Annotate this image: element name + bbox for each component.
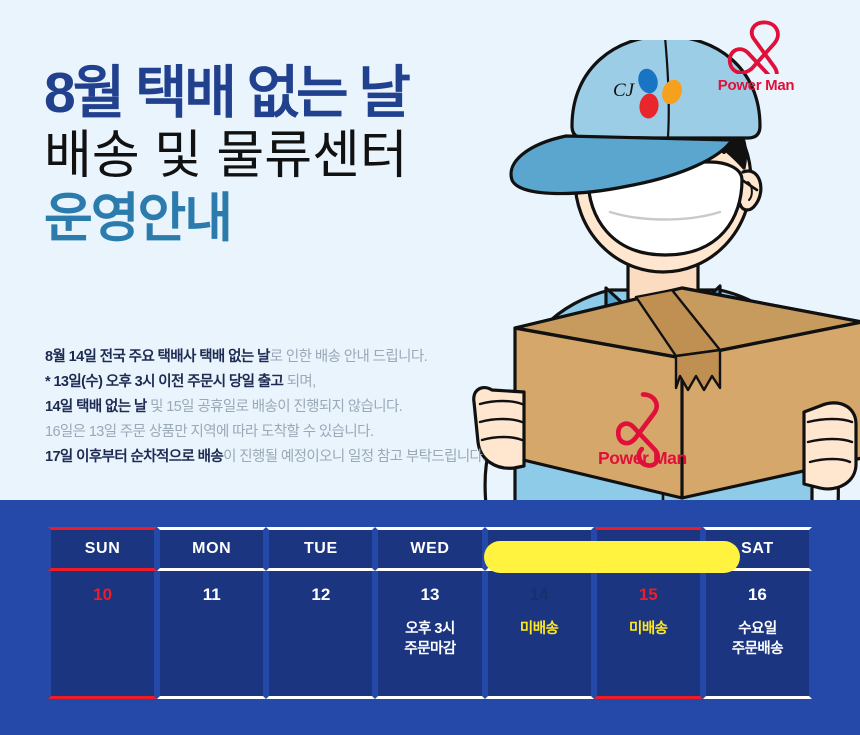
calendar-note-wed-line2: 주문마감 [404, 641, 456, 657]
calendar-cell-sat[interactable]: 16 수요일 주문배송 [702, 571, 812, 699]
headline-line-3: 운영안내 [44, 188, 233, 248]
calendar-day-10: 10 [93, 585, 113, 604]
brand-name: Power Man [717, 77, 795, 94]
cj-delivery-man-illustration: CJ [420, 40, 860, 500]
notice-line-4-rest: 16일은 13일 주문 상품만 지역에 따라 도착할 수 있습니다. [45, 424, 374, 440]
notice-line-4: 16일은 13일 주문 상품만 지역에 따라 도착할 수 있습니다. [45, 420, 486, 445]
calendar-day-12: 12 [311, 585, 331, 604]
calendar-header-mon: MON [157, 527, 267, 571]
brand-logo: Power Man [696, 18, 816, 93]
calendar-column-mon: MON 11 [157, 527, 267, 699]
notice-line-5-strong: 17일 이후부터 순차적으로 배송 [45, 449, 224, 465]
calendar-day-13: 13 [420, 585, 440, 604]
calendar-day-14: 14 [529, 585, 549, 604]
notice-line-1-strong: 8월 14일 전국 주요 택배사 택배 없는 날 [45, 349, 270, 365]
notice-line-2-rest: 되며, [283, 374, 317, 390]
calendar-note-sat: 수요일 주문배송 [706, 619, 809, 659]
no-delivery-highlight-pill [484, 541, 740, 573]
calendar-note-thu: 미배송 [488, 619, 591, 639]
notice-line-2-strong: * 13일(수) 오후 3시 이전 주문시 당일 출고 [45, 374, 284, 390]
notice-line-1-rest: 로 인한 배송 안내 드립니다. [269, 349, 428, 365]
calendar-note-thu-line1: 미배송 [519, 621, 559, 637]
notice-body: 8월 14일 전국 주요 택배사 택배 없는 날로 인한 배송 안내 드립니다.… [45, 345, 486, 470]
headline-line-2: 배송 및 물류센터 [44, 126, 408, 185]
notice-line-3-strong: 14일 택배 없는 날 [45, 399, 147, 415]
svg-text:CJ: CJ [613, 80, 636, 101]
powerman-ribbon-icon [727, 20, 780, 74]
notice-line-3-rest: 및 15일 공휴일로 배송이 진행되지 않습니다. [146, 399, 403, 415]
notice-line-3: 14일 택배 없는 날 및 15일 공휴일로 배송이 진행되지 않습니다. [45, 395, 486, 420]
calendar-header-tue: TUE [266, 527, 376, 571]
calendar-header-sun: SUN [48, 527, 158, 571]
calendar-column-sun: SUN 10 [48, 527, 158, 699]
calendar-note-fri: 미배송 [597, 619, 700, 639]
calendar-note-sat-line1: 수요일 [738, 621, 777, 637]
calendar-day-16: 16 [747, 585, 767, 604]
notice-line-1: 8월 14일 전국 주요 택배사 택배 없는 날로 인한 배송 안내 드립니다. [45, 345, 486, 370]
top-panel: CJ [44, 18, 860, 500]
calendar-cell-sun[interactable]: 10 [48, 571, 158, 699]
calendar-grid: SUN 10 MON 11 TUE 12 WED 13 [48, 527, 812, 699]
calendar-cell-tue[interactable]: 12 [266, 571, 376, 699]
page-title: 8월 택배 없는 날 배송 및 물류센터 운영안내 [44, 61, 411, 248]
calendar-note-fri-line1: 미배송 [629, 621, 668, 637]
calendar-column-wed: WED 13 오후 3시 주문마감 [375, 527, 485, 699]
svg-text:Power Man: Power Man [598, 448, 687, 468]
calendar-day-15: 15 [638, 585, 658, 604]
notice-line-2: * 13일(수) 오후 3시 이전 주문시 당일 출고 되며, [45, 370, 486, 395]
notice-line-5: 17일 이후부터 순차적으로 배송이 진행될 예정이오니 일정 참고 부탁드립니… [45, 445, 486, 470]
calendar-note-wed: 오후 3시 주문마감 [378, 619, 481, 659]
calendar-header-wed: WED [375, 527, 485, 571]
calendar-cell-thu[interactable]: 14 미배송 [484, 571, 594, 699]
calendar-note-wed-line1: 오후 3시 [405, 621, 455, 637]
headline-line-1: 8월 택배 없는 날 [44, 61, 411, 125]
calendar-cell-wed[interactable]: 13 오후 3시 주문마감 [375, 571, 485, 699]
delivery-calendar: SUN 10 MON 11 TUE 12 WED 13 [48, 527, 812, 699]
calendar-note-sat-line2: 주문배송 [731, 641, 784, 657]
calendar-column-tue: TUE 12 [266, 527, 376, 699]
notice-line-5-rest: 이 진행될 예정이오니 일정 참고 부탁드립니다. [223, 449, 486, 465]
calendar-cell-fri[interactable]: 15 미배송 [593, 571, 703, 699]
calendar-cell-mon[interactable]: 11 [157, 571, 267, 699]
calendar-day-11: 11 [202, 585, 221, 604]
